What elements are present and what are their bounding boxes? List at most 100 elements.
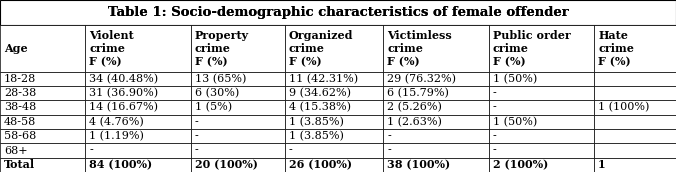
Text: 6 (15.79%): 6 (15.79%)	[387, 88, 449, 98]
Text: Age: Age	[4, 43, 28, 54]
Bar	[594, 158, 676, 172]
Text: 2 (5.26%): 2 (5.26%)	[387, 102, 442, 113]
Text: 29 (76.32%): 29 (76.32%)	[387, 74, 456, 84]
Bar	[0, 143, 85, 158]
Text: 1 (2.63%): 1 (2.63%)	[387, 117, 442, 127]
Text: 1 (3.85%): 1 (3.85%)	[289, 117, 343, 127]
Bar	[0, 72, 85, 86]
Bar	[489, 143, 594, 158]
Text: 1 (50%): 1 (50%)	[493, 74, 537, 84]
Bar	[285, 72, 383, 86]
Text: 1 (50%): 1 (50%)	[493, 117, 537, 127]
Text: Hate
crime
F (%): Hate crime F (%)	[598, 30, 634, 67]
Bar	[0, 0, 676, 25]
Bar	[0, 100, 85, 115]
Bar	[383, 158, 489, 172]
Text: -: -	[195, 146, 198, 155]
Text: 20 (100%): 20 (100%)	[195, 159, 258, 170]
Bar	[383, 115, 489, 129]
Bar	[594, 100, 676, 115]
Text: 38-48: 38-48	[4, 103, 37, 112]
Bar	[0, 25, 85, 72]
Bar	[85, 72, 191, 86]
Bar	[285, 25, 383, 72]
Text: -: -	[195, 131, 198, 141]
Bar	[85, 100, 191, 115]
Bar	[489, 86, 594, 100]
Bar	[0, 115, 85, 129]
Text: 84 (100%): 84 (100%)	[89, 159, 152, 170]
Bar	[594, 129, 676, 143]
Bar	[0, 129, 85, 143]
Bar	[489, 129, 594, 143]
Bar	[383, 143, 489, 158]
Text: -: -	[387, 146, 391, 155]
Bar	[383, 100, 489, 115]
Bar	[489, 72, 594, 86]
Bar	[285, 143, 383, 158]
Bar	[285, 158, 383, 172]
Text: 48-58: 48-58	[4, 117, 37, 127]
Text: 68+: 68+	[4, 146, 28, 155]
Text: 2 (100%): 2 (100%)	[493, 159, 548, 170]
Bar	[285, 86, 383, 100]
Bar	[489, 25, 594, 72]
Text: -: -	[195, 117, 198, 127]
Bar	[85, 25, 191, 72]
Text: 13 (65%): 13 (65%)	[195, 74, 246, 84]
Text: 1 (1.19%): 1 (1.19%)	[89, 131, 144, 141]
Text: Table 1: Socio-demographic characteristics of female offender: Table 1: Socio-demographic characteristi…	[107, 6, 569, 19]
Bar	[383, 25, 489, 72]
Bar	[594, 143, 676, 158]
Text: 4 (4.76%): 4 (4.76%)	[89, 117, 144, 127]
Bar	[191, 143, 285, 158]
Bar	[0, 158, 85, 172]
Text: 1 (100%): 1 (100%)	[598, 102, 650, 113]
Bar	[191, 25, 285, 72]
Bar	[85, 143, 191, 158]
Bar	[191, 86, 285, 100]
Bar	[383, 72, 489, 86]
Text: 14 (16.67%): 14 (16.67%)	[89, 102, 158, 113]
Text: 1 (5%): 1 (5%)	[195, 102, 232, 113]
Text: -: -	[89, 146, 93, 155]
Text: 58-68: 58-68	[4, 131, 37, 141]
Text: Total: Total	[4, 159, 35, 170]
Text: -: -	[289, 146, 293, 155]
Text: 26 (100%): 26 (100%)	[289, 159, 352, 170]
Text: -: -	[387, 131, 391, 141]
Bar	[191, 115, 285, 129]
Bar	[85, 115, 191, 129]
Bar	[489, 100, 594, 115]
Text: 31 (36.90%): 31 (36.90%)	[89, 88, 158, 98]
Text: 6 (30%): 6 (30%)	[195, 88, 239, 98]
Text: Organized
crime
F (%): Organized crime F (%)	[289, 30, 354, 67]
Bar	[85, 129, 191, 143]
Bar	[594, 25, 676, 72]
Text: Table 1: Socio-demographic characteristics of female offender: Table 1: Socio-demographic characteristi…	[107, 6, 569, 19]
Bar	[0, 86, 85, 100]
Text: 11 (42.31%): 11 (42.31%)	[289, 74, 358, 84]
Text: -: -	[493, 131, 496, 141]
Text: Victimless
crime
F (%): Victimless crime F (%)	[387, 30, 452, 67]
Text: 4 (15.38%): 4 (15.38%)	[289, 102, 351, 113]
Bar	[285, 115, 383, 129]
Bar	[285, 129, 383, 143]
Bar	[489, 115, 594, 129]
Bar	[383, 86, 489, 100]
Text: 9 (34.62%): 9 (34.62%)	[289, 88, 351, 98]
Text: 1 (3.85%): 1 (3.85%)	[289, 131, 343, 141]
Text: 34 (40.48%): 34 (40.48%)	[89, 74, 158, 84]
Bar	[191, 129, 285, 143]
Bar	[85, 158, 191, 172]
Text: -: -	[493, 88, 496, 98]
Text: 28-38: 28-38	[4, 88, 37, 98]
Bar	[191, 72, 285, 86]
Bar	[594, 115, 676, 129]
Bar	[285, 100, 383, 115]
Text: Public order
crime
F (%): Public order crime F (%)	[493, 30, 571, 67]
Text: 38 (100%): 38 (100%)	[387, 159, 450, 170]
Text: -: -	[493, 103, 496, 112]
Bar	[85, 86, 191, 100]
Text: Property
crime
F (%): Property crime F (%)	[195, 30, 249, 67]
